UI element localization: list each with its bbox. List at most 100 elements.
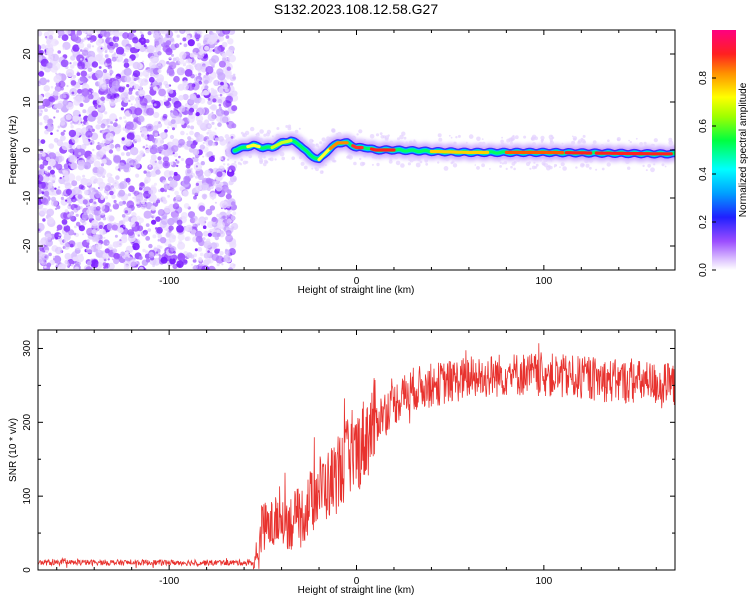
noise-speckle — [162, 199, 168, 205]
noise-speckle — [222, 215, 226, 219]
signal-ridge — [225, 131, 675, 169]
noise-speckle — [167, 97, 172, 102]
halo-speckle — [523, 135, 527, 139]
noise-speckle — [47, 55, 54, 61]
noise-speckle — [94, 233, 100, 240]
colorbar-tick-label: 0.0 — [698, 263, 709, 277]
noise-speckle — [139, 31, 143, 34]
noise-speckle — [63, 129, 66, 133]
noise-speckle — [196, 94, 201, 99]
halo-speckle — [514, 135, 519, 140]
noise-speckle — [85, 122, 89, 126]
ridge-core-segment — [270, 138, 293, 150]
noise-speckle — [231, 105, 238, 112]
noise-speckle — [226, 211, 231, 216]
noise-speckle — [221, 263, 224, 266]
noise-speckle — [185, 236, 191, 242]
noise-speckle — [145, 39, 150, 44]
noise-speckle — [140, 127, 148, 135]
noise-speckle — [149, 146, 158, 155]
halo-speckle — [512, 134, 515, 138]
noise-speckle — [76, 54, 84, 63]
noise-speckle — [48, 34, 54, 40]
noise-speckle — [173, 171, 178, 176]
noise-speckle — [127, 182, 130, 185]
noise-speckle — [100, 163, 105, 167]
noise-speckle — [221, 41, 228, 48]
noise-speckle — [141, 39, 144, 42]
noise-speckle — [152, 214, 156, 219]
noise-speckle — [229, 175, 237, 183]
noise-speckle — [152, 264, 156, 268]
noise-speckle — [46, 208, 55, 217]
halo-speckle — [645, 169, 648, 172]
halo-speckle — [321, 170, 324, 173]
noise-speckle — [195, 102, 199, 106]
halo-speckle — [291, 156, 296, 160]
noise-speckle — [168, 89, 174, 94]
noise-speckle — [111, 56, 117, 62]
noise-speckle — [225, 234, 234, 243]
noise-speckle — [137, 121, 142, 126]
colorbar-tick-label: 0.4 — [698, 167, 709, 181]
halo-speckle — [513, 167, 516, 171]
halo-speckle — [629, 141, 632, 144]
noise-speckle — [158, 77, 164, 83]
halo-speckle — [399, 134, 404, 140]
noise-speckle — [160, 217, 169, 225]
noise-speckle — [211, 216, 217, 222]
noise-speckle — [104, 50, 108, 53]
noise-speckle — [170, 119, 176, 125]
noise-speckle — [140, 199, 146, 205]
noise-speckle — [122, 32, 129, 39]
noise-speckle — [111, 80, 120, 89]
noise-speckle — [217, 98, 223, 104]
noise-speckle — [206, 131, 210, 135]
noise-speckle — [112, 241, 120, 248]
halo-speckle — [499, 165, 502, 168]
noise-speckle — [148, 243, 153, 249]
noise-speckle — [41, 247, 45, 250]
noise-speckle — [96, 166, 105, 174]
noise-speckle — [222, 167, 226, 171]
noise-speckle — [89, 205, 95, 211]
noise-speckle — [91, 45, 95, 48]
spectrogram-y-tick-label: -10 — [22, 190, 33, 205]
noise-speckle — [68, 149, 71, 153]
noise-speckle — [193, 265, 199, 270]
noise-speckle — [178, 155, 181, 159]
noise-speckle — [52, 255, 56, 259]
noise-speckle — [203, 79, 209, 85]
halo-speckle — [653, 163, 656, 166]
halo-speckle — [647, 163, 652, 168]
noise-speckle — [125, 121, 134, 130]
noise-speckle — [179, 42, 182, 45]
noise-speckle — [219, 226, 222, 229]
noise-speckle — [38, 30, 43, 37]
noise-speckle — [76, 72, 81, 76]
noise-speckle — [137, 204, 141, 208]
noise-speckle — [139, 150, 145, 156]
noise-speckle — [140, 130, 142, 133]
halo-speckle — [534, 136, 538, 141]
noise-speckle — [111, 194, 116, 199]
noise-speckle — [61, 34, 69, 41]
noise-speckle — [50, 132, 53, 135]
halo-speckle — [582, 134, 586, 138]
noise-speckle — [202, 225, 207, 229]
snr-y-axis-label: SNR (10 * v/v) — [8, 418, 19, 482]
noise-speckle — [210, 89, 218, 96]
noise-speckle — [150, 184, 156, 190]
noise-speckle — [136, 100, 141, 105]
noise-speckle — [192, 259, 197, 263]
noise-speckle — [177, 233, 185, 241]
noise-speckle — [216, 232, 221, 237]
noise-speckle — [70, 263, 74, 267]
noise-speckle — [204, 169, 212, 177]
noise-speckle — [157, 209, 165, 216]
noise-speckle — [72, 256, 77, 262]
noise-speckle — [125, 151, 131, 157]
noise-speckle — [194, 248, 198, 252]
noise-speckle — [69, 215, 75, 221]
